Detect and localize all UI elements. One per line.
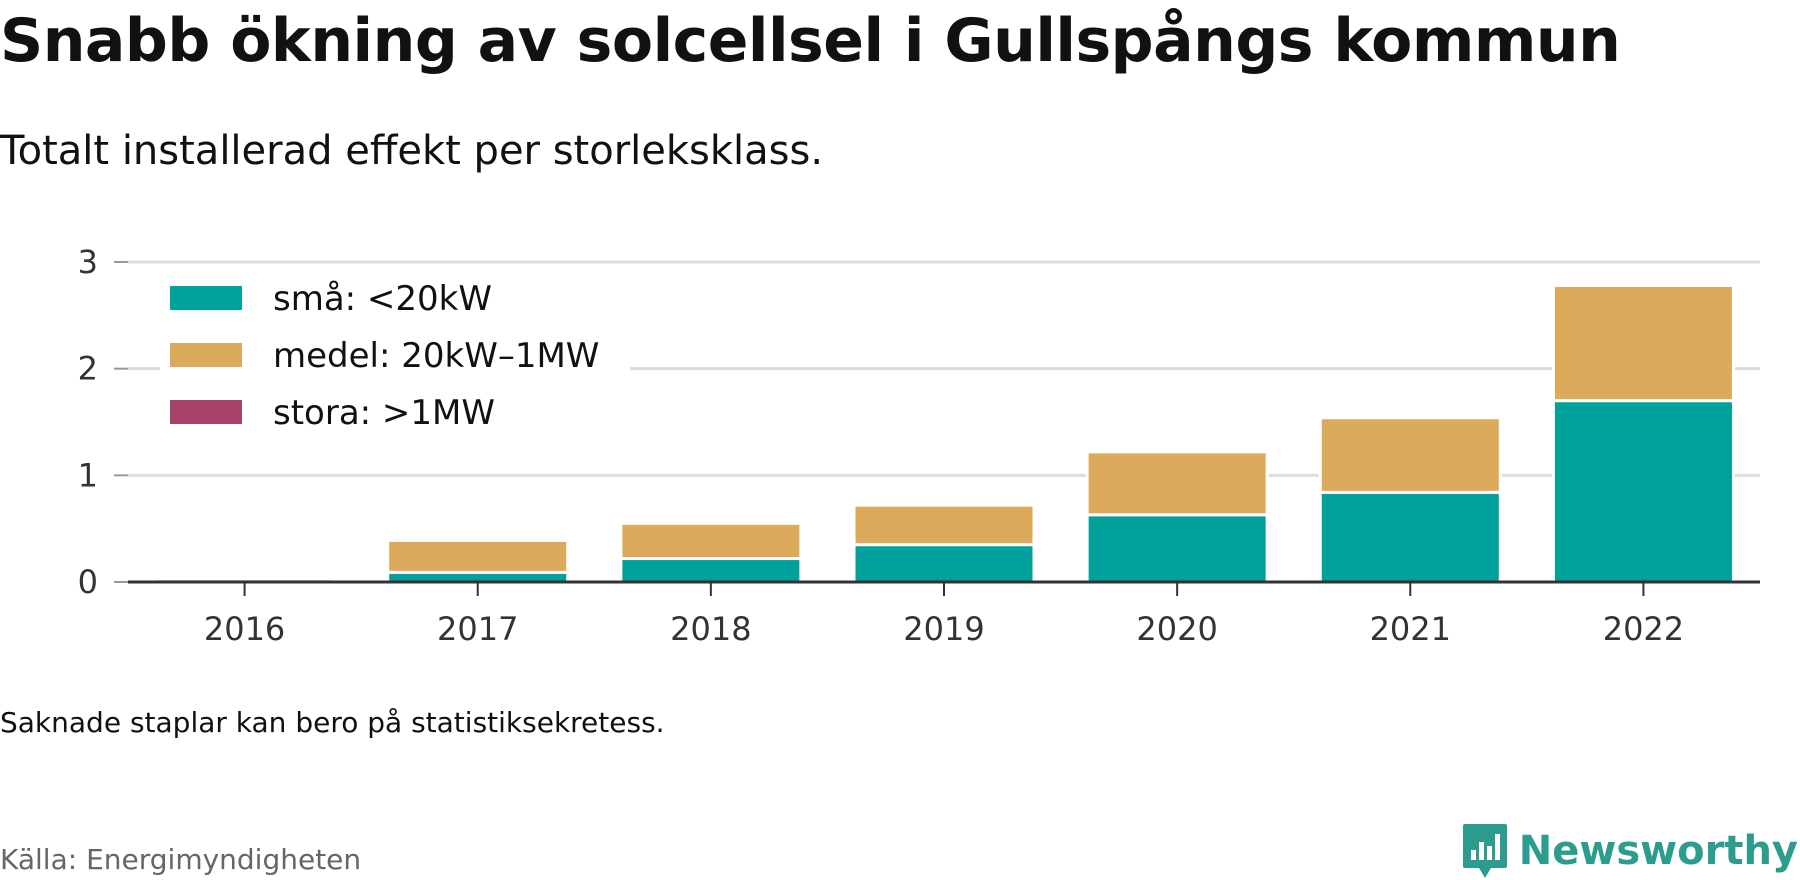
bar-2019-series-1 xyxy=(852,503,1036,547)
footnote: Saknade staplar kan bero på statistiksek… xyxy=(0,706,665,739)
chart-title: Snabb ökning av solcellsel i Gullspångs … xyxy=(0,6,1621,76)
x-tick-label: 2021 xyxy=(1370,610,1451,648)
y-tick-label: 2 xyxy=(78,350,98,388)
legend-swatch xyxy=(170,400,242,424)
bar-2017-series-1 xyxy=(386,538,570,574)
x-axis: 2016 2017 2018 2019 2020 2021 2022 xyxy=(128,580,1760,648)
legend: små: <20kW medel: 20kW–1MW stora: >1MW xyxy=(160,274,630,440)
bar-2022-series-1 xyxy=(1551,283,1735,403)
y-tick-label: 0 xyxy=(78,563,98,601)
bar-2020-series-1 xyxy=(1085,450,1269,517)
bar-2021-series-0 xyxy=(1318,490,1502,584)
legend-swatch xyxy=(170,286,242,310)
x-tick-label: 2020 xyxy=(1136,610,1217,648)
bar-2021-series-1 xyxy=(1318,416,1502,494)
legend-swatch xyxy=(170,343,242,367)
source-text: Källa: Energimyndigheten xyxy=(0,843,362,876)
legend-label: små: <20kW xyxy=(273,279,492,319)
bar-2018-series-1 xyxy=(619,521,803,561)
x-tick-label: 2016 xyxy=(204,610,285,648)
x-tick-label: 2022 xyxy=(1603,610,1684,648)
chart-subtitle: Totalt installerad effekt per storlekskl… xyxy=(0,128,824,174)
legend-label: medel: 20kW–1MW xyxy=(273,336,599,376)
newsworthy-logo-icon xyxy=(1462,824,1507,878)
x-tick-label: 2017 xyxy=(437,610,518,648)
bar-2020-series-0 xyxy=(1085,513,1269,584)
bar-2022-series-0 xyxy=(1551,399,1735,584)
brand-logo: Newsworthy xyxy=(1461,822,1798,880)
x-tick-label: 2018 xyxy=(670,610,751,648)
bar-2018-series-0 xyxy=(619,557,803,584)
x-tick-label: 2019 xyxy=(903,610,984,648)
brand-name: Newsworthy xyxy=(1518,828,1798,874)
bars xyxy=(153,283,1735,584)
y-axis-ticks: 0 1 2 3 xyxy=(78,243,128,601)
y-tick-label: 3 xyxy=(78,243,98,281)
y-tick-label: 1 xyxy=(78,456,98,494)
legend-label: stora: >1MW xyxy=(273,393,495,433)
bar-2019-series-0 xyxy=(852,543,1036,584)
